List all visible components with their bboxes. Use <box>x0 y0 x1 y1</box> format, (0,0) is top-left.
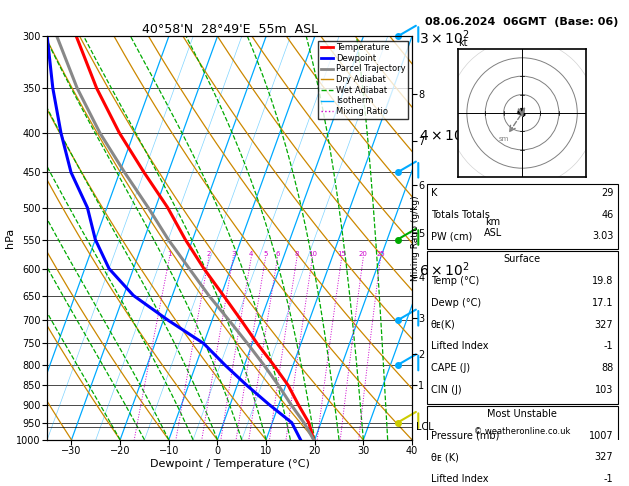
Text: θᴇ (K): θᴇ (K) <box>431 452 459 462</box>
Text: 15: 15 <box>337 251 346 257</box>
Text: © weatheronline.co.uk: © weatheronline.co.uk <box>474 427 571 436</box>
Text: 08.06.2024  06GMT  (Base: 06): 08.06.2024 06GMT (Base: 06) <box>425 17 619 27</box>
Text: CIN (J): CIN (J) <box>431 385 461 395</box>
Title: 40°58'N  28°49'E  55m  ASL: 40°58'N 28°49'E 55m ASL <box>142 23 318 36</box>
Text: 20: 20 <box>359 251 368 257</box>
Bar <box>426 251 618 403</box>
Text: PW (cm): PW (cm) <box>431 231 472 241</box>
Text: 5: 5 <box>264 251 268 257</box>
Text: Dewp (°C): Dewp (°C) <box>431 298 481 308</box>
Text: kt: kt <box>458 38 467 48</box>
Text: CAPE (J): CAPE (J) <box>431 363 470 373</box>
Text: 88: 88 <box>601 363 613 373</box>
Text: K: K <box>431 188 437 198</box>
Text: 6: 6 <box>276 251 280 257</box>
Text: 327: 327 <box>595 320 613 330</box>
Text: 103: 103 <box>595 385 613 395</box>
Text: 1: 1 <box>167 251 172 257</box>
Text: -1: -1 <box>604 341 613 351</box>
Legend: Temperature, Dewpoint, Parcel Trajectory, Dry Adiabat, Wet Adiabat, Isotherm, Mi: Temperature, Dewpoint, Parcel Trajectory… <box>318 41 408 119</box>
Text: Most Unstable: Most Unstable <box>487 409 557 419</box>
Text: Mixing Ratio (g/kg): Mixing Ratio (g/kg) <box>411 195 420 281</box>
Text: 327: 327 <box>595 452 613 462</box>
Text: 8: 8 <box>295 251 299 257</box>
Text: Pressure (mb): Pressure (mb) <box>431 431 499 440</box>
Text: 19.8: 19.8 <box>592 276 613 286</box>
Text: 3.03: 3.03 <box>592 231 613 241</box>
Text: -1: -1 <box>604 474 613 484</box>
Text: LCL: LCL <box>416 422 433 432</box>
Text: 10: 10 <box>308 251 317 257</box>
Text: Totals Totals: Totals Totals <box>431 209 489 220</box>
Text: 17.1: 17.1 <box>592 298 613 308</box>
Bar <box>426 405 618 486</box>
Text: Lifted Index: Lifted Index <box>431 474 488 484</box>
X-axis label: Dewpoint / Temperature (°C): Dewpoint / Temperature (°C) <box>150 459 309 469</box>
Text: 2: 2 <box>207 251 211 257</box>
Text: 3: 3 <box>231 251 235 257</box>
Y-axis label: km
ASL: km ASL <box>484 217 502 238</box>
Text: 4: 4 <box>249 251 253 257</box>
Text: Lifted Index: Lifted Index <box>431 341 488 351</box>
Text: 29: 29 <box>601 188 613 198</box>
Text: Surface: Surface <box>503 254 541 264</box>
Text: Temp (°C): Temp (°C) <box>431 276 479 286</box>
Text: 1007: 1007 <box>589 431 613 440</box>
Y-axis label: hPa: hPa <box>5 228 15 248</box>
Text: θᴇ(K): θᴇ(K) <box>431 320 455 330</box>
Bar <box>426 184 618 249</box>
Text: sm: sm <box>499 136 509 141</box>
Text: 25: 25 <box>376 251 385 257</box>
Text: 46: 46 <box>601 209 613 220</box>
